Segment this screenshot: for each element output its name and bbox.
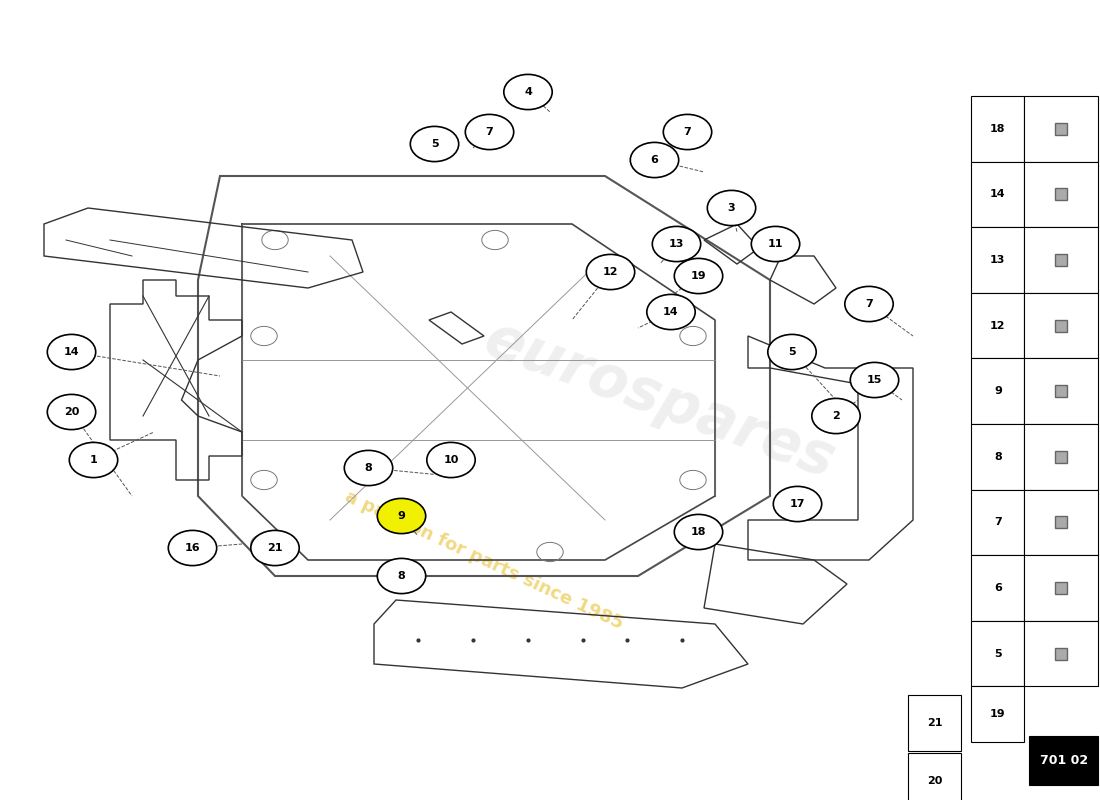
Text: a passion for parts since 1985: a passion for parts since 1985 <box>342 487 626 633</box>
Text: 20: 20 <box>927 776 943 786</box>
Bar <box>1024 358 1098 424</box>
Circle shape <box>751 226 800 262</box>
Circle shape <box>586 254 635 290</box>
Bar <box>1024 555 1098 621</box>
Text: 18: 18 <box>691 527 706 537</box>
Text: 3: 3 <box>728 203 735 213</box>
Circle shape <box>674 514 723 550</box>
Text: 21: 21 <box>927 718 943 728</box>
Bar <box>971 96 1024 162</box>
Text: 8: 8 <box>364 463 373 473</box>
Circle shape <box>674 258 723 294</box>
Bar <box>971 358 1024 424</box>
Text: 15: 15 <box>867 375 882 385</box>
Bar <box>1024 490 1098 555</box>
Circle shape <box>663 114 712 150</box>
Circle shape <box>504 74 552 110</box>
Bar <box>1030 736 1098 785</box>
Circle shape <box>427 442 475 478</box>
Circle shape <box>647 294 695 330</box>
Text: 13: 13 <box>669 239 684 249</box>
Circle shape <box>850 362 899 398</box>
Circle shape <box>465 114 514 150</box>
Circle shape <box>168 530 217 566</box>
Bar <box>1024 293 1098 358</box>
Text: 7: 7 <box>994 518 1002 527</box>
Circle shape <box>707 190 756 226</box>
Circle shape <box>47 334 96 370</box>
Text: 13: 13 <box>990 255 1005 265</box>
Bar <box>971 621 1024 686</box>
Bar <box>1024 162 1098 227</box>
Bar <box>1024 621 1098 686</box>
Circle shape <box>69 442 118 478</box>
Circle shape <box>768 334 816 370</box>
Bar <box>909 694 961 750</box>
Text: 7: 7 <box>683 127 692 137</box>
Bar <box>909 754 961 800</box>
Text: 20: 20 <box>64 407 79 417</box>
Text: 7: 7 <box>865 299 873 309</box>
Text: 8: 8 <box>397 571 406 581</box>
Circle shape <box>251 530 299 566</box>
Text: 19: 19 <box>990 710 1005 719</box>
Circle shape <box>812 398 860 434</box>
Bar <box>971 490 1024 555</box>
Bar <box>1024 227 1098 293</box>
Circle shape <box>377 558 426 594</box>
Text: 18: 18 <box>990 124 1005 134</box>
Bar <box>971 555 1024 621</box>
Circle shape <box>47 394 96 430</box>
Text: 701 02: 701 02 <box>1040 754 1088 766</box>
Text: 14: 14 <box>663 307 679 317</box>
Text: 7: 7 <box>485 127 494 137</box>
Text: 6: 6 <box>994 583 1002 593</box>
Text: 2: 2 <box>832 411 840 421</box>
Text: 8: 8 <box>994 452 1002 462</box>
Bar <box>1024 424 1098 490</box>
Bar <box>1024 96 1098 162</box>
Text: 4: 4 <box>524 87 532 97</box>
Bar <box>971 162 1024 227</box>
Circle shape <box>410 126 459 162</box>
Text: 5: 5 <box>431 139 438 149</box>
Text: 17: 17 <box>790 499 805 509</box>
Bar <box>971 686 1024 742</box>
Text: 12: 12 <box>990 321 1005 330</box>
Text: 21: 21 <box>267 543 283 553</box>
Text: 19: 19 <box>691 271 706 281</box>
Circle shape <box>652 226 701 262</box>
Circle shape <box>344 450 393 486</box>
Text: 6: 6 <box>650 155 659 165</box>
Text: 11: 11 <box>768 239 783 249</box>
Text: 14: 14 <box>64 347 79 357</box>
Text: 5: 5 <box>789 347 795 357</box>
Text: 9: 9 <box>994 386 1002 396</box>
Bar <box>971 227 1024 293</box>
Text: 9: 9 <box>397 511 406 521</box>
Bar <box>971 424 1024 490</box>
Text: eurospares: eurospares <box>477 310 843 490</box>
Bar <box>971 293 1024 358</box>
Circle shape <box>845 286 893 322</box>
Text: 12: 12 <box>603 267 618 277</box>
Text: 1: 1 <box>89 455 98 465</box>
Text: 14: 14 <box>990 190 1005 199</box>
Text: 5: 5 <box>994 649 1002 658</box>
Circle shape <box>630 142 679 178</box>
Circle shape <box>377 498 426 534</box>
Circle shape <box>773 486 822 522</box>
Text: 10: 10 <box>443 455 459 465</box>
Text: 16: 16 <box>185 543 200 553</box>
